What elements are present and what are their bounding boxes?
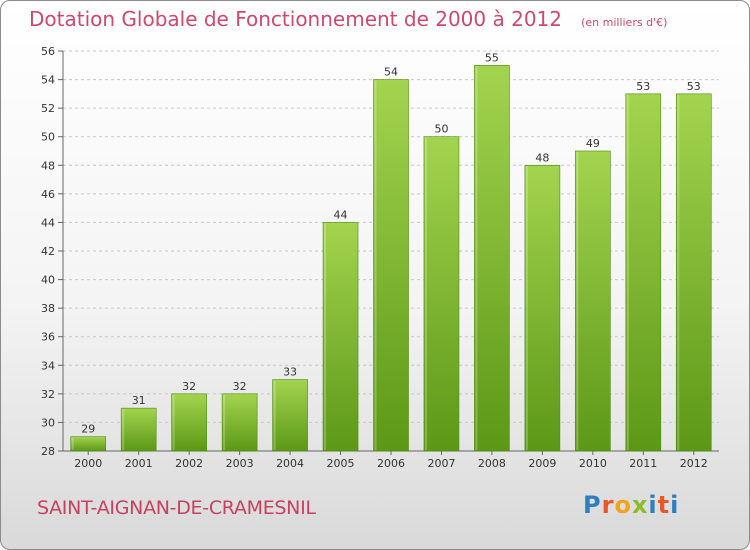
value-label: 55: [485, 51, 499, 64]
bar-highlight: [324, 223, 327, 450]
y-tick-label: 46: [41, 188, 55, 201]
bar-2009: [524, 164, 561, 452]
bar-highlight: [71, 437, 74, 450]
title-row: Dotation Globale de Fonctionnement de 20…: [29, 7, 667, 31]
x-tick-label: 2008: [478, 457, 506, 470]
x-tick-label: 2001: [125, 457, 153, 470]
bar-2002: [171, 393, 207, 452]
y-tick-label: 44: [41, 216, 55, 229]
y-tick-label: 38: [41, 302, 55, 315]
bar-highlight: [626, 94, 629, 450]
x-tick-label: 2009: [528, 457, 556, 470]
bar-2001: [120, 407, 157, 452]
bar-2010: [575, 150, 611, 452]
y-tick-label: 34: [41, 359, 55, 372]
bar-highlight: [172, 394, 175, 450]
y-tick-label: 54: [41, 74, 55, 87]
x-tick-label: 2000: [74, 457, 102, 470]
value-label: 44: [334, 208, 348, 221]
y-tick-label: 50: [41, 131, 55, 144]
value-label: 33: [283, 366, 297, 379]
bar-2005: [322, 222, 359, 452]
x-tick-label: 2011: [629, 457, 657, 470]
bar-2012: [675, 93, 712, 452]
y-tick-label: 32: [41, 388, 55, 401]
bar-highlight: [576, 152, 579, 450]
bar-highlight: [677, 94, 680, 450]
value-label: 53: [687, 80, 701, 93]
value-label: 48: [535, 151, 549, 164]
bar-2011: [625, 93, 662, 452]
x-tick-label: 2004: [276, 457, 304, 470]
x-tick-label: 2005: [327, 457, 355, 470]
bar-2000: [70, 436, 107, 452]
bar-2004: [272, 379, 308, 452]
value-label: 50: [434, 123, 448, 136]
proxiti-logo[interactable]: Proxiti: [583, 491, 680, 519]
bar-2007: [423, 136, 460, 452]
bar-2008: [474, 64, 510, 452]
x-tick-label: 2012: [680, 457, 708, 470]
y-tick-label: 52: [41, 102, 55, 115]
bar-highlight: [223, 394, 226, 450]
y-tick-label: 56: [41, 45, 55, 58]
y-tick-label: 36: [41, 331, 55, 344]
bar-2006: [373, 79, 409, 452]
value-label: 54: [384, 66, 398, 79]
value-label: 32: [233, 380, 247, 393]
bar-highlight: [374, 80, 377, 451]
bar-highlight: [273, 380, 276, 450]
y-tick-label: 28: [41, 445, 55, 458]
x-tick-label: 2003: [226, 457, 254, 470]
value-label: 53: [636, 80, 650, 93]
y-tick-label: 42: [41, 245, 55, 258]
y-tick-label: 30: [41, 416, 55, 429]
x-tick-label: 2002: [175, 457, 203, 470]
bar-highlight: [122, 409, 125, 450]
value-label: 49: [586, 137, 600, 150]
bar-highlight: [525, 166, 528, 451]
chart-subtitle: (en milliers d'€): [581, 16, 668, 29]
value-label: 31: [132, 394, 146, 407]
x-tick-label: 2010: [579, 457, 607, 470]
bar-highlight: [424, 137, 427, 450]
bar-highlight: [475, 66, 478, 451]
value-label: 29: [81, 423, 95, 436]
label-layer: 29 31 32 32 33 44 54 50 55 48 49 53 53: [81, 51, 701, 435]
y-tick-label: 48: [41, 159, 55, 172]
x-tick-label: 2006: [377, 457, 405, 470]
x-tick-label: 2007: [427, 457, 455, 470]
value-label: 32: [182, 380, 196, 393]
bar-layer: [70, 64, 712, 452]
commune-name: SAINT-AIGNAN-DE-CRAMESNIL: [37, 497, 316, 519]
bar-2003: [221, 393, 258, 452]
y-tick-label: 40: [41, 274, 55, 287]
chart-title: Dotation Globale de Fonctionnement de 20…: [29, 7, 562, 31]
